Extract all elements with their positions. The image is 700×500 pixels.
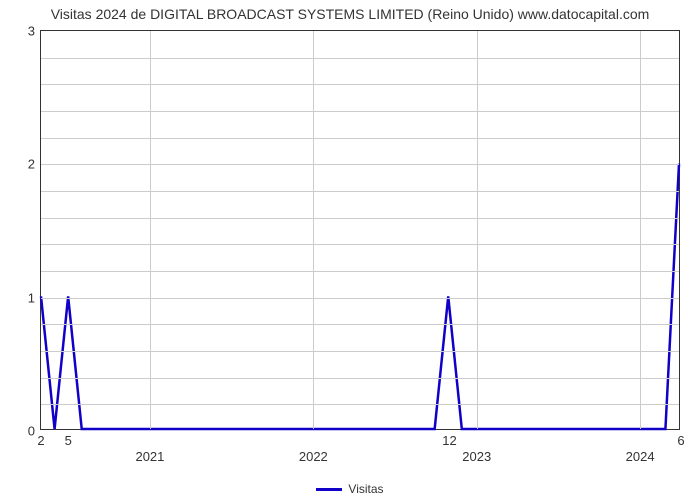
- h-gridline: [41, 218, 679, 219]
- h-gridline: [41, 58, 679, 59]
- v-gridline: [640, 31, 641, 429]
- legend-label: Visitas: [348, 482, 383, 496]
- h-gridline: [41, 111, 679, 112]
- x-value-label: 6: [677, 433, 684, 448]
- legend-swatch: [316, 488, 342, 491]
- h-gridline-major: [41, 164, 679, 165]
- x-value-label: 12: [442, 433, 456, 448]
- x-tick-label: 2023: [462, 449, 491, 464]
- h-gridline: [41, 138, 679, 139]
- series-line: [41, 164, 679, 429]
- x-tick-label: 2024: [626, 449, 655, 464]
- v-gridline: [477, 31, 478, 429]
- x-value-label: 5: [65, 433, 72, 448]
- h-gridline: [41, 324, 679, 325]
- y-tick-label: 3: [28, 24, 35, 39]
- h-gridline: [41, 378, 679, 379]
- h-gridline: [41, 404, 679, 405]
- legend: Visitas: [0, 482, 700, 496]
- x-tick-label: 2022: [299, 449, 328, 464]
- v-gridline: [313, 31, 314, 429]
- h-gridline: [41, 191, 679, 192]
- h-gridline: [41, 84, 679, 85]
- plot-outer: 0123202120222023202425126: [40, 30, 680, 430]
- h-gridline-major: [41, 298, 679, 299]
- y-tick-label: 0: [28, 424, 35, 439]
- h-gridline: [41, 244, 679, 245]
- line-series: [41, 31, 679, 429]
- plot-area: 0123202120222023202425126: [40, 30, 680, 430]
- h-gridline: [41, 351, 679, 352]
- y-tick-label: 1: [28, 290, 35, 305]
- h-gridline: [41, 271, 679, 272]
- chart-container: Visitas 2024 de DIGITAL BROADCAST SYSTEM…: [0, 0, 700, 500]
- chart-title: Visitas 2024 de DIGITAL BROADCAST SYSTEM…: [0, 6, 700, 22]
- v-gridline: [150, 31, 151, 429]
- x-tick-label: 2021: [135, 449, 164, 464]
- x-value-label: 2: [37, 433, 44, 448]
- y-tick-label: 2: [28, 157, 35, 172]
